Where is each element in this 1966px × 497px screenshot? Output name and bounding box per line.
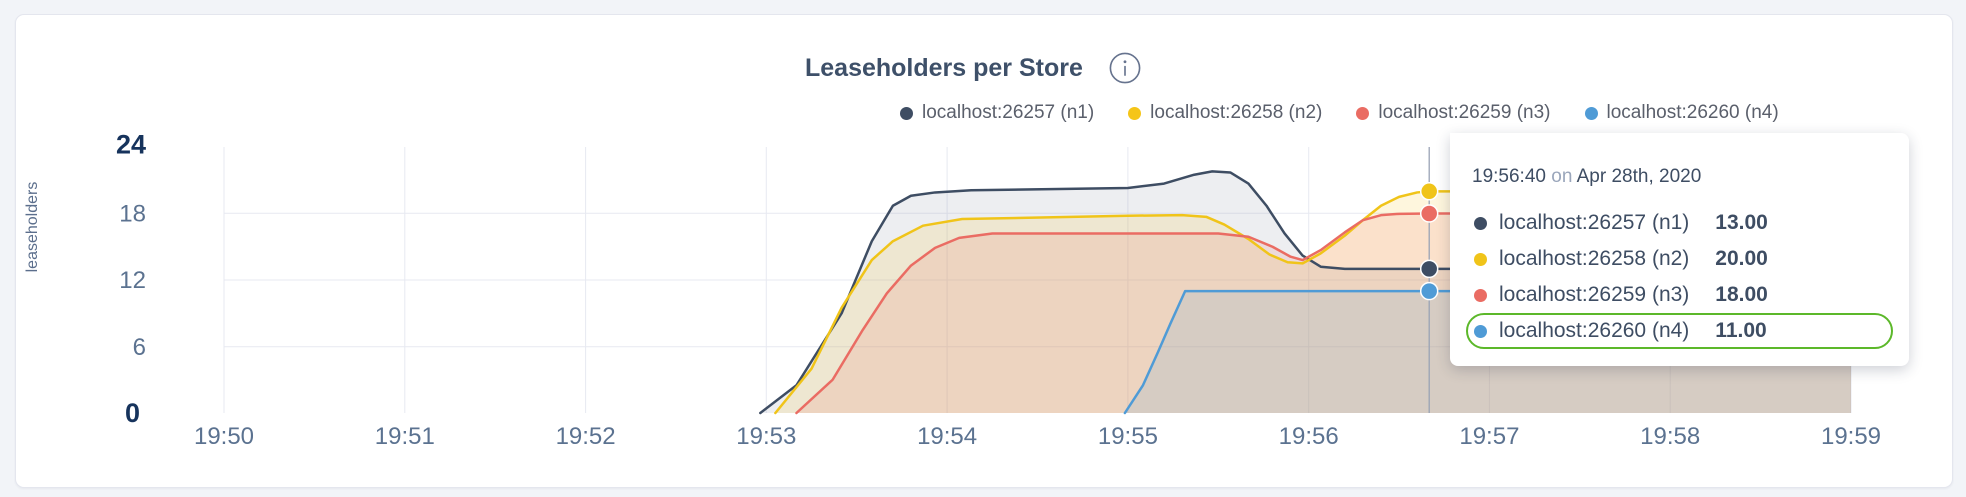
svg-text:19:58: 19:58 — [1640, 423, 1700, 450]
svg-text:19:52: 19:52 — [556, 423, 616, 450]
svg-text:19:53: 19:53 — [736, 423, 796, 450]
svg-text:19:54: 19:54 — [917, 423, 977, 450]
svg-text:19:50: 19:50 — [194, 423, 254, 450]
svg-text:19:55: 19:55 — [1098, 423, 1158, 450]
svg-text:24: 24 — [116, 129, 146, 159]
svg-text:19:57: 19:57 — [1459, 423, 1519, 450]
svg-text:0: 0 — [125, 398, 140, 428]
svg-text:19:51: 19:51 — [375, 423, 435, 450]
svg-text:19:59: 19:59 — [1821, 423, 1881, 450]
svg-text:6: 6 — [133, 334, 146, 361]
svg-text:18: 18 — [119, 201, 146, 228]
svg-text:12: 12 — [119, 267, 146, 294]
svg-text:19:56: 19:56 — [1279, 423, 1339, 450]
